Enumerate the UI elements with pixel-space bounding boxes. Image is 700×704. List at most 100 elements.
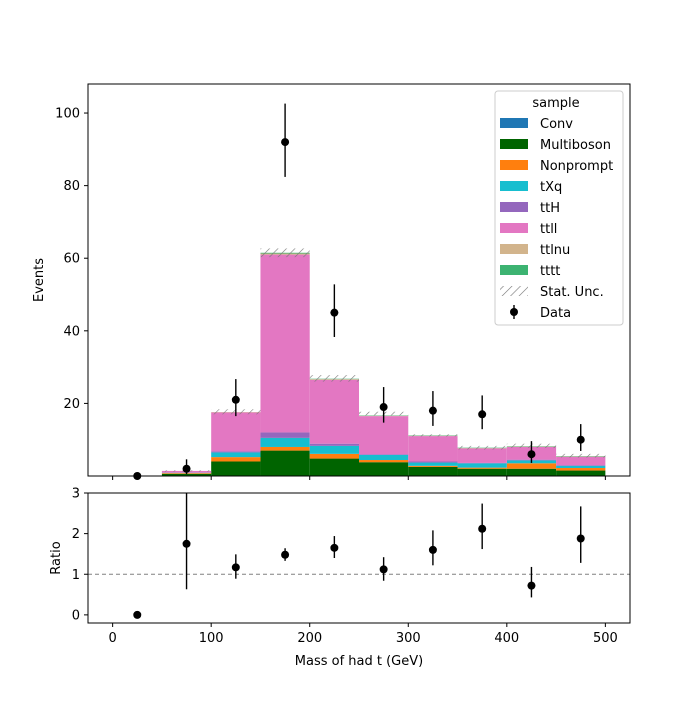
legend-label-txq: tXq: [540, 180, 562, 195]
ratio-point-0: [133, 611, 141, 619]
bar-ttll-3: [260, 255, 309, 433]
bar-tth-5: [359, 454, 408, 455]
stat-unc-band-3: [260, 248, 309, 257]
bar-ttll-7: [458, 448, 507, 463]
ratio-point-1: [183, 540, 191, 548]
bar-txq-2: [211, 452, 260, 457]
bar-multiboson-9: [556, 471, 605, 476]
ratio-point-3: [281, 551, 289, 559]
data-point-7: [478, 410, 486, 418]
legend-data-marker: [510, 308, 518, 316]
stat-unc-band-4: [310, 375, 359, 382]
legend-label-data: Data: [540, 306, 571, 321]
bar-ttll-4: [310, 380, 359, 444]
ratio-xlabel: Mass of had t (GeV): [295, 654, 423, 669]
ratio-point-6: [429, 546, 437, 554]
legend-swatch-stat-unc: [500, 286, 528, 296]
legend-swatch-conv: [500, 118, 528, 128]
ratio-point-2: [232, 563, 240, 571]
bar-nonprompt-7: [458, 468, 507, 469]
bar-nonprompt-9: [556, 468, 605, 471]
data-point-8: [527, 450, 535, 458]
bar-ttll-9: [556, 457, 605, 465]
bar-multiboson-4: [310, 459, 359, 476]
ratio-point-5: [380, 565, 388, 573]
bar-tth-2: [211, 451, 260, 452]
ratio-xtick-label-5: 500: [593, 631, 618, 646]
ratio-ylabel: Ratio: [49, 541, 64, 574]
bar-multiboson-3: [260, 451, 309, 476]
legend-swatch-tth: [500, 202, 528, 212]
data-point-1: [183, 465, 191, 473]
main-ytick-label-1: 40: [63, 324, 80, 339]
ratio-axes-frame: [88, 493, 630, 623]
stat-unc-band-7: [458, 446, 507, 450]
data-point-3: [281, 138, 289, 146]
bar-txq-9: [556, 466, 605, 468]
legend-swatch-ttll: [500, 223, 528, 233]
data-point-2: [232, 396, 240, 404]
bar-tth-3: [260, 432, 309, 437]
ratio-point-9: [577, 535, 585, 543]
ratio-ytick-label-1: 1: [72, 568, 80, 583]
bar-nonprompt-6: [408, 466, 457, 467]
ratio-point-7: [478, 525, 486, 533]
bar-txq-4: [310, 446, 359, 454]
bar-txq-5: [359, 455, 408, 460]
ratio-xtick-label-4: 400: [494, 631, 519, 646]
legend-label-conv: Conv: [540, 117, 573, 132]
bar-multiboson-2: [211, 461, 260, 476]
legend-swatch-txq: [500, 181, 528, 191]
data-point-5: [380, 403, 388, 411]
bar-nonprompt-8: [507, 463, 556, 468]
data-point-9: [577, 436, 585, 444]
legend-swatch-tttt: [500, 265, 528, 275]
main-ytick-label-4: 100: [55, 107, 80, 122]
bar-tth-6: [408, 461, 457, 462]
ratio-panel: 0 1 2 3 0 100 200 300 400 500 Ratio Mass of had t (…: [49, 485, 630, 669]
main-ytick-label-3: 80: [63, 179, 80, 194]
legend-label-ttlnu: ttlnu: [540, 243, 570, 258]
legend-swatch-ttlnu: [500, 244, 528, 254]
legend-label-stat-unc: Stat. Unc.: [540, 285, 604, 300]
main-ytick-label-0: 20: [63, 397, 80, 412]
ratio-point-4: [330, 544, 338, 552]
main-ytick-label-2: 60: [63, 252, 80, 267]
main-ylabel: Events: [32, 258, 47, 302]
bar-multiboson-5: [359, 462, 408, 476]
ratio-xtick-label-1: 100: [199, 631, 224, 646]
legend-swatch-multiboson: [500, 139, 528, 149]
bar-txq-6: [408, 463, 457, 466]
bar-nonprompt-2: [211, 457, 260, 461]
bar-txq-3: [260, 438, 309, 447]
ratio-ytick-label-0: 0: [72, 608, 80, 623]
legend-swatch-nonprompt: [500, 160, 528, 170]
legend: sampleConvMultibosonNonprompttXqttHttllt…: [495, 91, 623, 325]
legend-label-ttll: ttll: [540, 222, 557, 237]
ratio-points-group: [133, 485, 584, 619]
stat-unc-band-6: [408, 434, 457, 436]
bar-nonprompt-5: [359, 460, 408, 462]
bar-nonprompt-3: [260, 447, 309, 451]
legend-label-nonprompt: Nonprompt: [540, 159, 613, 174]
bar-ttll-2: [211, 412, 260, 451]
ratio-xtick-label-0: 0: [108, 631, 116, 646]
bar-multiboson-7: [458, 469, 507, 476]
legend-label-multiboson: Multiboson: [540, 138, 611, 153]
bar-ttll-6: [408, 436, 457, 461]
ratio-xtick-label-2: 200: [297, 631, 322, 646]
data-point-6: [429, 407, 437, 415]
legend-label-tttt: tttt: [540, 264, 560, 279]
bar-multiboson-8: [507, 469, 556, 476]
ratio-xtick-label-3: 300: [396, 631, 421, 646]
bar-tth-4: [310, 444, 359, 446]
legend-label-tth: ttH: [540, 201, 560, 216]
data-point-4: [330, 309, 338, 317]
ratio-ytick-label-2: 2: [72, 527, 80, 542]
ratio-ytick-label-3: 3: [72, 487, 80, 502]
ratio-point-8: [527, 582, 535, 590]
bar-nonprompt-4: [310, 454, 359, 459]
stat-unc-band-9: [556, 454, 605, 458]
